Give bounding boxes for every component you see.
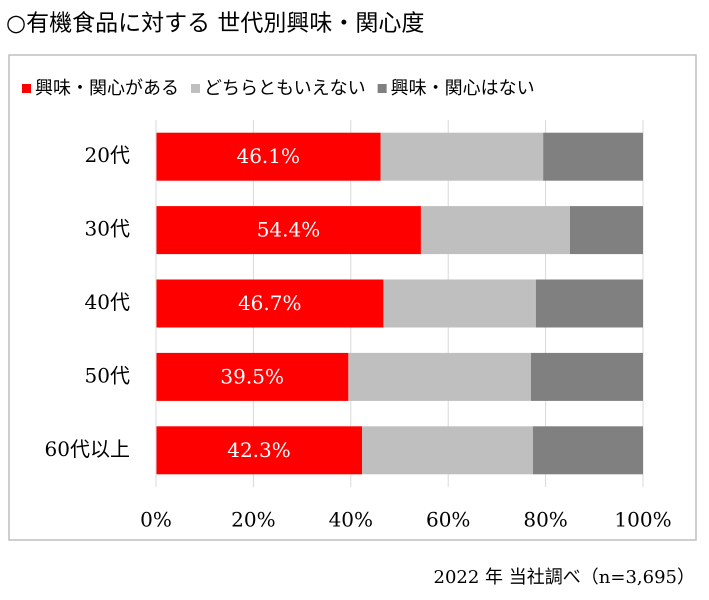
- bar-segment: [380, 132, 544, 181]
- y-tick-label: 60代以上: [45, 437, 130, 461]
- bar-segment: [543, 132, 643, 181]
- value-label: 42.3%: [227, 438, 291, 462]
- x-tick-label: 60%: [426, 508, 470, 532]
- x-tick-label: 0%: [140, 508, 172, 532]
- y-tick-label: 30代: [85, 217, 130, 241]
- bar-segment: [156, 279, 384, 328]
- value-label: 54.4%: [257, 218, 321, 242]
- bar-segment: [535, 279, 643, 328]
- y-tick-label: 40代: [85, 290, 130, 314]
- bar-segment: [156, 206, 421, 255]
- x-tick-label: 100%: [614, 508, 671, 532]
- legend-swatch: [22, 84, 31, 93]
- bar-segment: [362, 426, 533, 475]
- legend-swatch: [377, 84, 387, 93]
- x-tick-label: 40%: [329, 508, 373, 532]
- bar-segment: [532, 426, 643, 475]
- bar-segment: [569, 206, 643, 255]
- bar-segment: [348, 352, 531, 401]
- footer-note: 2022 年 当社調べ（n=3,695）: [434, 567, 695, 588]
- x-tick-label: 80%: [523, 508, 567, 532]
- bar-segment: [156, 426, 363, 475]
- x-tick-label: 20%: [231, 508, 275, 532]
- bar-segment: [156, 132, 381, 181]
- y-tick-label: 50代: [85, 363, 130, 387]
- chart-title: ○有機食品に対する 世代別興味・関心度: [6, 11, 424, 37]
- bar-segment: [383, 279, 536, 328]
- bar-segment: [156, 352, 349, 401]
- y-tick-label: 20代: [85, 143, 130, 167]
- legend-label: 興味・関心はない: [391, 78, 535, 99]
- legend-label: 興味・関心がある: [35, 78, 179, 99]
- value-label: 46.1%: [236, 144, 300, 168]
- legend-swatch: [191, 84, 200, 93]
- value-label: 46.7%: [238, 291, 302, 315]
- bar-segment: [530, 352, 643, 401]
- bar-segment: [420, 206, 570, 255]
- legend-label: どちらともいえない: [204, 78, 366, 99]
- value-label: 39.5%: [220, 364, 284, 388]
- chart-frame: [8, 54, 697, 541]
